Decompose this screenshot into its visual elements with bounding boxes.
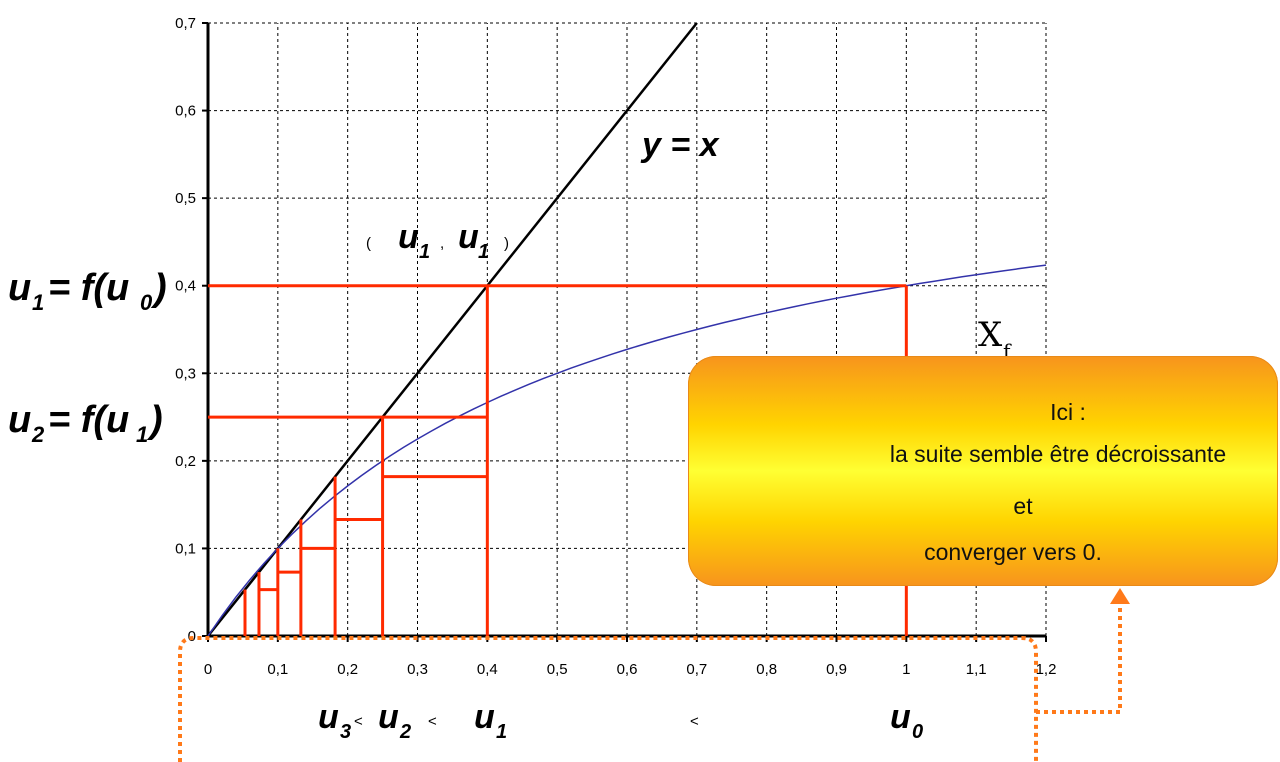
y-tick-label: 0,5 xyxy=(175,190,196,207)
x-tick-label: 1 xyxy=(902,661,910,678)
svg-text:<: < xyxy=(354,713,363,730)
x-tick-label: 0,7 xyxy=(686,661,707,678)
svg-text:X: X xyxy=(978,315,1003,355)
x-tick-label: 0,9 xyxy=(826,661,847,678)
callout-line-1: Ici : xyxy=(1050,399,1086,425)
identity-line xyxy=(207,22,698,637)
u2-equation: u 2 = f(u 1 ) xyxy=(8,399,163,447)
ordering-label: u 3 < u 2 < u 1 < u 0 xyxy=(318,698,923,743)
svg-text:u: u xyxy=(8,267,31,309)
svg-text:u: u xyxy=(378,698,399,736)
svg-text:0: 0 xyxy=(912,721,923,743)
svg-text:1: 1 xyxy=(478,241,489,263)
svg-text:u: u xyxy=(398,218,419,256)
svg-text:u: u xyxy=(318,698,339,736)
svg-text:0: 0 xyxy=(140,290,153,315)
arrow-head xyxy=(1110,588,1130,604)
callout-line-2: la suite semble être décroissante xyxy=(889,441,1227,467)
svg-text:1: 1 xyxy=(136,422,148,447)
svg-text:u: u xyxy=(8,399,31,441)
svg-text:1: 1 xyxy=(32,290,44,315)
svg-text:1: 1 xyxy=(496,721,507,743)
svg-text:): ) xyxy=(150,267,167,309)
svg-text:= f(u: = f(u xyxy=(48,399,129,441)
svg-text:u: u xyxy=(474,698,495,736)
identity-label: y = x xyxy=(640,126,721,164)
svg-text:f: f xyxy=(1003,339,1012,363)
svg-text:(: ( xyxy=(366,235,371,252)
x-tick-label: 0,6 xyxy=(617,661,638,678)
callout-line-3: et xyxy=(1013,493,1033,519)
point-label: ( u 1 , u 1 ) xyxy=(366,218,509,263)
svg-text:<: < xyxy=(690,713,699,730)
x-tick-label: 0 xyxy=(204,661,212,678)
y-tick-label: 0,7 xyxy=(175,15,196,32)
svg-text:): ) xyxy=(146,399,163,441)
svg-text:= f(u: = f(u xyxy=(48,267,129,309)
x-tick-label: 0,3 xyxy=(407,661,428,678)
x-tick-label: 0,4 xyxy=(477,661,498,678)
tick-labels: 0 0,1 0,2 0,3 0,4 0,5 0,6 0,7 0,8 0,9 1 1,1 1,200,10… xyxy=(175,15,1056,678)
callout-box: Ici : la suite semble être décroissante … xyxy=(688,356,1278,586)
x-tick-label: 0,5 xyxy=(547,661,568,678)
svg-text:u: u xyxy=(890,698,911,736)
svg-text:u: u xyxy=(458,218,479,256)
y-tick-label: 0,4 xyxy=(175,278,196,295)
callout-line-4: converger vers 0. xyxy=(924,539,1102,565)
dotted-bracket xyxy=(178,602,1122,762)
svg-text:): ) xyxy=(504,235,509,252)
y-tick-label: 0,3 xyxy=(175,365,196,382)
svg-text:2: 2 xyxy=(31,422,45,447)
u1-equation: u 1 = f(u 0 ) xyxy=(8,267,167,315)
x-tick-label: 0,1 xyxy=(267,661,288,678)
x-tick-label: 0,8 xyxy=(756,661,777,678)
svg-text:1: 1 xyxy=(419,241,430,263)
svg-text:2: 2 xyxy=(399,721,411,743)
svg-text:3: 3 xyxy=(340,721,351,743)
x-tick-label: 0,2 xyxy=(337,661,358,678)
y-tick-label: 0,6 xyxy=(175,103,196,120)
svg-text:,: , xyxy=(440,235,444,252)
svg-text:<: < xyxy=(428,713,437,730)
curve-label: X f xyxy=(978,315,1012,363)
y-tick-label: 0,2 xyxy=(175,453,196,470)
y-tick-label: 0,1 xyxy=(175,540,196,557)
x-tick-label: 1,2 xyxy=(1036,661,1057,678)
x-tick-label: 1,1 xyxy=(966,661,987,678)
